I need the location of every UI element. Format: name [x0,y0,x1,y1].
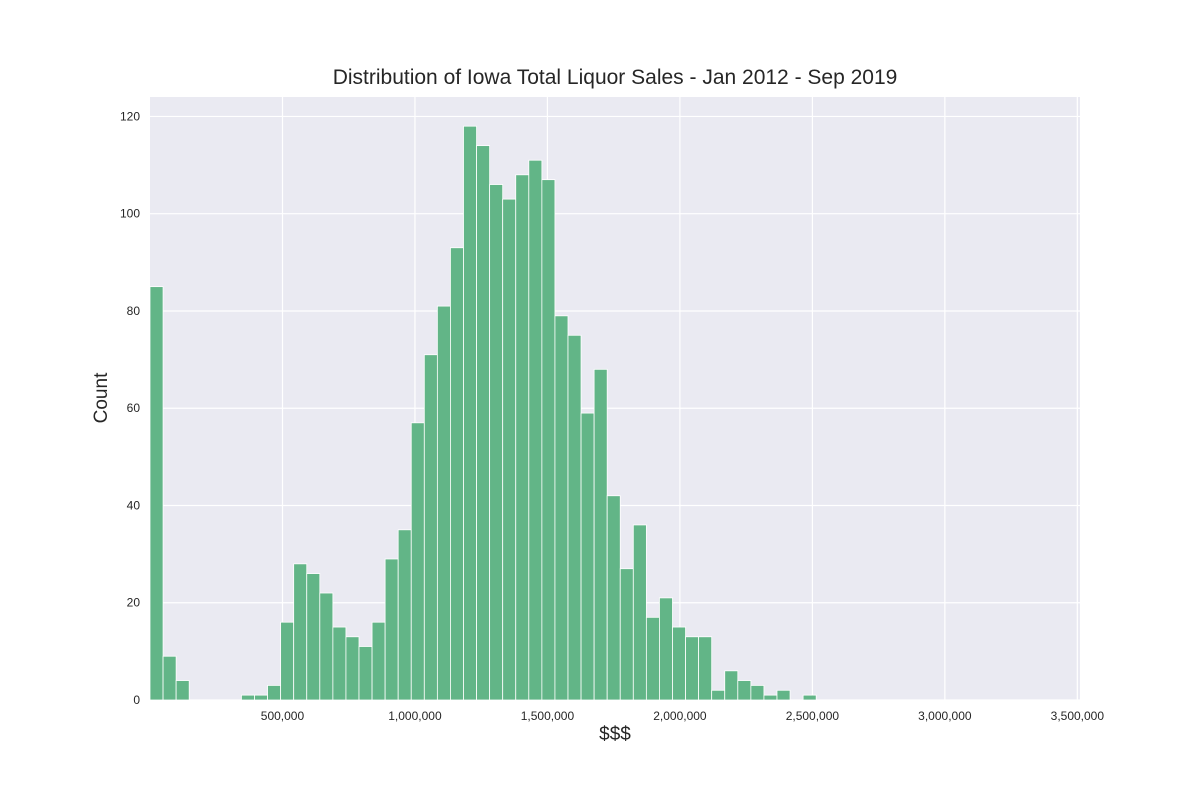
histogram-bar [606,495,621,701]
histogram-bar [554,315,569,701]
histogram-bar [423,354,438,701]
histogram-bar [776,689,791,701]
histogram-bar [659,597,673,701]
histogram-bar [280,621,295,701]
histogram-bar [580,412,595,701]
histogram-bar [711,689,726,701]
histogram-bar [358,646,373,701]
x-tick-label: 3,000,000 [918,709,972,723]
histogram-bar [254,694,268,701]
y-tick-label: 60 [127,401,141,415]
y-tick-label: 80 [127,304,141,318]
histogram-bar [763,694,778,701]
histogram-bar [371,621,386,701]
y-axis-label: Count [91,372,112,424]
histogram-bar [737,680,752,701]
y-tick-label: 40 [127,498,141,512]
x-tick-label: 500,000 [261,709,305,723]
histogram-bar [384,558,399,701]
x-tick-label: 1,500,000 [521,709,575,723]
x-tick-label: 2,000,000 [653,709,707,723]
histogram-bar [489,184,504,701]
histogram-bar [345,636,360,701]
histogram-bar [593,368,608,701]
histogram-bar [802,694,817,701]
chart-title: Distribution of Iowa Total Liquor Sales … [332,66,898,89]
histogram-bar [149,286,164,701]
x-tick-label: 2,500,000 [786,709,840,723]
histogram-bar [502,198,517,701]
histogram-bar [162,655,177,701]
histogram-bar [672,626,686,701]
histogram-bar [645,616,660,701]
histogram-bars [149,125,817,701]
histogram-bar [619,568,634,701]
histogram-bar [436,305,451,701]
x-tick-label: 1,000,000 [388,709,442,723]
histogram-bar [450,247,464,701]
histogram-bar [685,636,700,701]
histogram-bar [541,179,556,701]
y-tick-label: 120 [120,109,140,123]
histogram-bar [476,145,491,701]
histogram-bar [463,125,477,701]
histogram-bar [319,592,334,701]
histogram-bar [175,680,190,701]
y-tick-label: 20 [127,596,141,610]
x-axis-ticks: 500,000 1,000,000 1,500,000 2,000,000 2,500,… [261,709,1105,723]
histogram-bar [293,563,308,701]
y-tick-label: 100 [120,207,140,221]
histogram-bar [698,636,713,701]
histogram-bar [515,174,530,701]
histogram-bar [724,670,739,701]
histogram-bar [410,422,425,701]
histogram-bar [750,685,765,701]
histogram-bar [267,685,282,701]
histogram-bar [241,694,255,701]
histogram-bar [397,529,412,701]
y-tick-label: 0 [133,693,140,707]
y-axis-ticks: 0 20 40 60 80 100 120 [120,109,140,707]
histogram-bar [567,334,582,701]
histogram-bar [332,626,347,701]
histogram-bar [632,524,647,701]
x-tick-label: 3,500,000 [1051,709,1105,723]
x-axis-label: $$$ [599,724,631,745]
histogram-bar [528,159,543,701]
histogram-bar [306,573,321,701]
